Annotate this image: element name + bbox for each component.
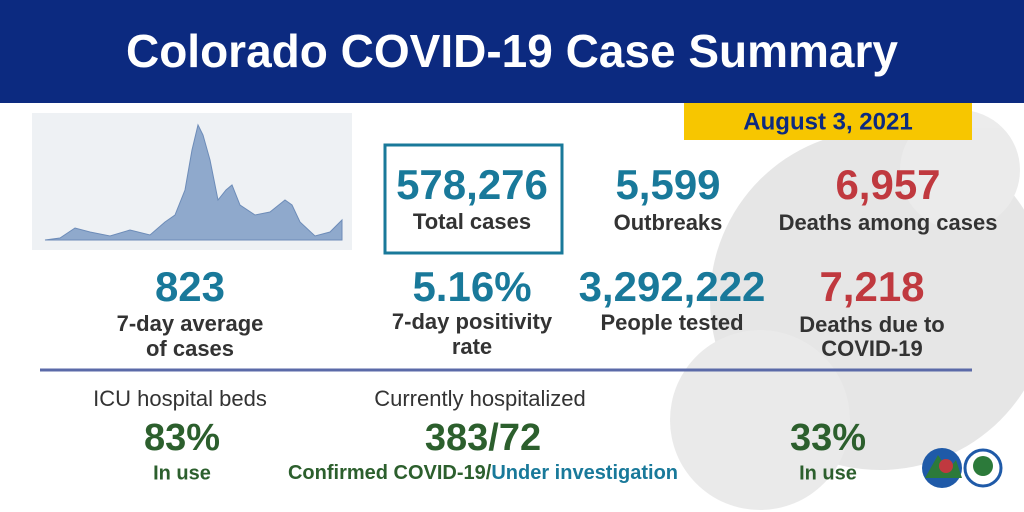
section-heading: ICU hospital beds <box>93 386 267 411</box>
hospital-value: 33% <box>790 417 866 459</box>
stat-value: 578,276 <box>396 161 548 208</box>
investigation-note: Under investigation <box>491 462 678 484</box>
header-bar <box>0 0 1024 103</box>
confirmed-note: Confirmed COVID-19/ <box>288 462 492 484</box>
chart-thumbnail <box>32 113 352 250</box>
stat-value: 7,218 <box>819 263 924 310</box>
stat-label: Total cases <box>413 209 531 234</box>
logos <box>922 448 1003 488</box>
stat-value: 5,599 <box>615 161 720 208</box>
date-box <box>684 103 972 140</box>
hospital-note: In use <box>799 462 857 484</box>
stat-value: 3,292,222 <box>579 263 766 310</box>
stat-label: Outbreaks <box>614 210 723 235</box>
stat-label: COVID-19 <box>821 336 922 361</box>
hospital-note: In use <box>153 462 211 484</box>
stat-label: rate <box>452 334 492 359</box>
stat-value: 5.16% <box>412 263 531 310</box>
stat-value: 6,957 <box>835 161 940 208</box>
stat-label: 7-day average <box>117 311 264 336</box>
date: August 3, 2021 <box>743 108 912 135</box>
virus-backdrop <box>670 110 1024 510</box>
stat-label: People tested <box>600 310 743 335</box>
stat-label: 7-day positivity <box>392 309 553 334</box>
section-heading: Currently hospitalized <box>374 386 586 411</box>
title: Colorado COVID-19 Case Summary <box>126 25 898 77</box>
stat-value: 823 <box>155 263 225 310</box>
hospital-value: 383/72 <box>425 417 541 459</box>
hospital-note: Confirmed COVID-19/Under investigation <box>288 462 678 484</box>
stat-label: of cases <box>146 336 234 361</box>
stat-label: Deaths due to <box>799 312 944 337</box>
total-box <box>383 143 564 255</box>
stat-label: Deaths among cases <box>779 210 998 235</box>
hospital-value: 83% <box>144 417 220 459</box>
